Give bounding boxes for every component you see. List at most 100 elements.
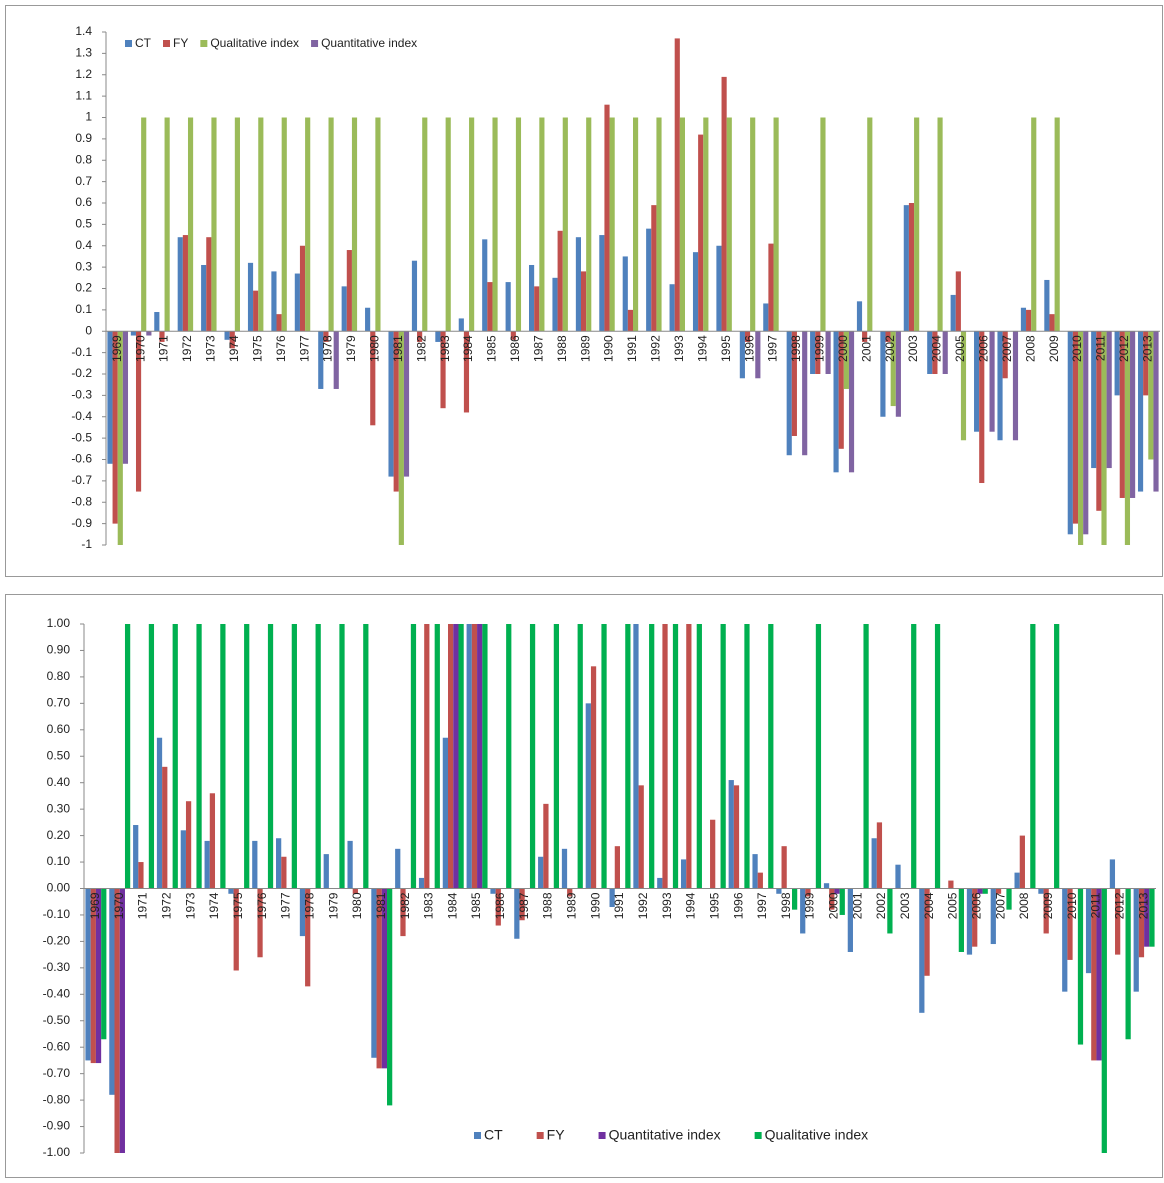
y-tick-label: -0.8	[71, 494, 92, 508]
x-tick-label: 2009	[1047, 335, 1061, 362]
bar	[1101, 331, 1107, 545]
bar	[960, 331, 967, 441]
x-tick-label: 2006	[977, 335, 991, 362]
bar	[1119, 331, 1125, 498]
bar	[347, 840, 353, 889]
bar	[744, 331, 751, 342]
x-tick-label: 1970	[133, 335, 147, 362]
x-tick-label: 1991	[612, 892, 626, 919]
bar	[1109, 859, 1116, 889]
x-tick-label: 1975	[231, 892, 245, 919]
bar	[989, 331, 995, 432]
bar	[185, 801, 192, 889]
bar	[604, 104, 610, 332]
bar	[411, 260, 418, 332]
x-tick-label: 1974	[207, 892, 221, 919]
bar	[253, 290, 259, 332]
bar	[834, 888, 840, 894]
y-tick-label: 0.20	[47, 828, 71, 842]
bar	[422, 117, 428, 332]
bar	[815, 331, 821, 374]
bar	[333, 331, 339, 389]
bar	[1091, 331, 1097, 469]
bar	[112, 331, 118, 524]
bar	[586, 117, 592, 332]
y-tick-label: -0.10	[43, 907, 71, 921]
bar	[609, 888, 615, 908]
bar	[919, 888, 925, 1013]
bar	[318, 331, 324, 389]
bar	[1138, 888, 1145, 958]
bar	[234, 117, 240, 332]
bar	[435, 331, 441, 342]
bar	[800, 888, 806, 934]
y-tick-label: -0.40	[43, 986, 71, 1000]
bar	[657, 877, 663, 889]
bar	[581, 271, 587, 332]
x-tick-label: 2002	[874, 892, 888, 919]
y-tick-label: -0.50	[43, 1013, 71, 1027]
bar	[720, 624, 726, 889]
bar	[1077, 888, 1084, 1045]
bar	[977, 888, 983, 894]
bar	[1012, 331, 1019, 441]
bar	[601, 624, 607, 889]
x-tick-label: 1971	[136, 892, 150, 919]
bar	[490, 888, 496, 894]
x-tick-label: 1994	[684, 892, 698, 919]
x-tick-label: 1997	[755, 892, 769, 919]
bar	[271, 271, 277, 332]
x-tick-label: 1979	[344, 335, 358, 362]
y-tick-label: 0.8	[75, 152, 92, 166]
bar	[1062, 888, 1068, 992]
legend-label: FY	[173, 36, 188, 50]
bar	[880, 331, 886, 417]
bar	[211, 117, 217, 332]
legend-label: CT	[135, 36, 152, 50]
bar	[341, 286, 347, 332]
x-tick-label: 1989	[565, 892, 579, 919]
y-tick-label: 1.4	[75, 24, 92, 38]
bar	[950, 294, 956, 332]
bar	[627, 309, 633, 332]
x-tick-label: 1987	[517, 892, 531, 919]
bar	[410, 624, 417, 889]
y-tick-label: -0.20	[43, 934, 71, 948]
bar	[375, 117, 381, 332]
x-tick-label: 1976	[274, 335, 288, 362]
bar	[101, 888, 107, 1040]
bar	[458, 624, 464, 889]
y-tick-label: 1.1	[75, 88, 92, 102]
bar	[323, 331, 329, 342]
bar	[458, 318, 464, 332]
bar	[561, 848, 568, 889]
bar	[187, 117, 194, 332]
bar	[204, 840, 210, 889]
x-tick-label: 1990	[602, 335, 616, 362]
bar	[529, 264, 535, 332]
bar	[1137, 331, 1144, 492]
bar	[182, 235, 188, 332]
x-tick-label: 1993	[672, 335, 686, 362]
bar	[733, 785, 740, 889]
bar	[781, 846, 787, 889]
bar	[482, 624, 488, 889]
bar	[1149, 888, 1155, 947]
legend-label: FY	[547, 1127, 566, 1143]
x-tick-label: 1996	[731, 892, 745, 919]
bar	[1049, 314, 1055, 332]
bar	[388, 331, 394, 477]
x-tick-label: 1988	[541, 892, 555, 919]
bar	[942, 331, 948, 374]
legend-label: Qualitative index	[765, 1127, 869, 1143]
bar	[649, 624, 655, 889]
bar	[1106, 331, 1112, 469]
bar	[1031, 117, 1037, 332]
y-tick-label: -1	[81, 537, 92, 551]
x-tick-label: 2008	[1017, 892, 1031, 919]
y-tick-label: 0.00	[47, 881, 71, 895]
bar	[315, 624, 321, 889]
x-tick-label: 2011	[1089, 892, 1103, 918]
bar	[291, 624, 297, 889]
x-tick-label: 1982	[398, 892, 412, 919]
